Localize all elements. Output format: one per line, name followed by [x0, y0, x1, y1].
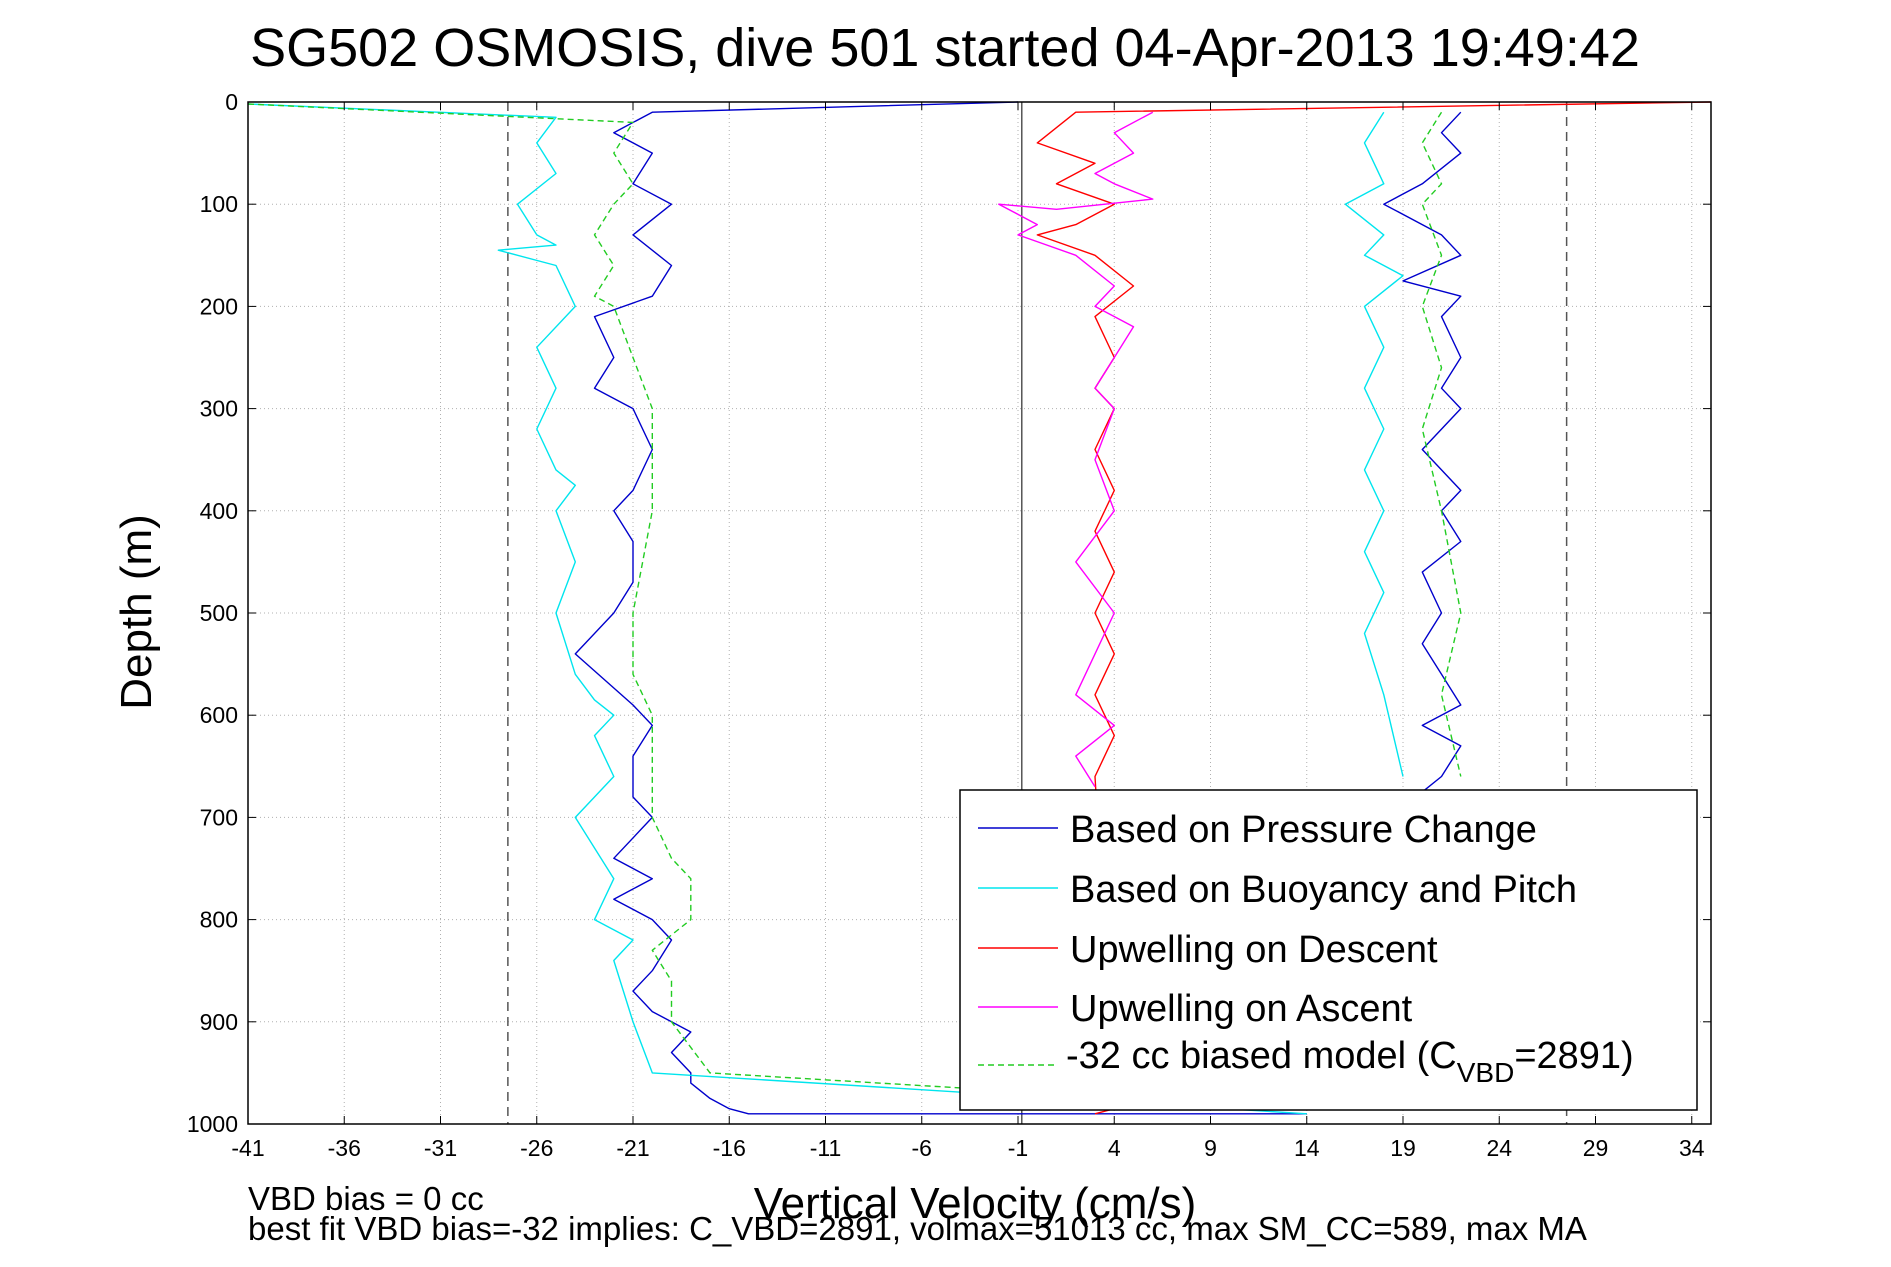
- x-tick-label: 14: [1294, 1135, 1320, 1161]
- series-line-based-on-buoyancy-and-pitch-0: [247, 103, 1307, 1115]
- y-axis-label: Depth (m): [112, 514, 161, 710]
- y-tick-label: 200: [200, 293, 238, 319]
- x-tick-label: -6: [912, 1135, 932, 1161]
- x-tick-label: -11: [810, 1135, 842, 1161]
- y-tick-label: 700: [200, 804, 238, 830]
- legend-label-biased-model: -32 cc biased model (CVBD=2891): [1066, 1035, 1634, 1088]
- legend-box: [959, 789, 1698, 1111]
- series-line-upwelling-on-ascent-0: [998, 111, 1154, 788]
- series-line-32-cc-biased-model-c-vbd-2891-0: [247, 103, 1307, 1110]
- x-tick-label: -16: [713, 1135, 746, 1161]
- legend-label-buoyancy-pitch: Based on Buoyancy and Pitch: [1070, 869, 1577, 911]
- x-tick-label: -31: [424, 1135, 457, 1161]
- y-tick-label: 900: [200, 1009, 238, 1035]
- series-line-32-cc-biased-model-c-vbd-2891-1: [1421, 111, 1462, 777]
- series-line-based-on-pressure-change-1: [1383, 111, 1462, 793]
- y-tick-label: 400: [200, 498, 238, 524]
- x-tick-label: 9: [1204, 1135, 1217, 1161]
- legend: Based on Pressure Change Based on Buoyan…: [959, 789, 1698, 1111]
- y-tick-label: 100: [200, 191, 238, 217]
- y-tick-label: 500: [200, 600, 238, 626]
- x-tick-label: -21: [616, 1135, 649, 1161]
- vbd-bias-note: VBD bias = 0 cc: [248, 1180, 484, 1217]
- legend-label-biased-model-main: -32 cc biased model (C: [1066, 1035, 1457, 1077]
- y-tick-label: 600: [200, 702, 238, 728]
- x-tick-label: -1: [1008, 1135, 1028, 1161]
- x-tick-label: 4: [1108, 1135, 1121, 1161]
- x-tick-label: 24: [1486, 1135, 1512, 1161]
- x-tick-label: 29: [1583, 1135, 1609, 1161]
- x-axis-label: Vertical Velocity (cm/s): [754, 1179, 1197, 1228]
- y-tick-label: 300: [200, 396, 238, 422]
- tick-layer: -41 -36 -31 -26 -21 -16 -11 -6 -1 4 9 14 19 24 29 34 0 10…: [187, 89, 1711, 1161]
- y-tick-label: 1000: [187, 1111, 238, 1137]
- x-tick-label: 34: [1679, 1135, 1705, 1161]
- y-tick-label: 800: [200, 907, 238, 933]
- best-fit-note: best fit VBD bias=-32 implies: C_VBD=289…: [248, 1210, 1587, 1247]
- chart-title: SG502 OSMOSIS, dive 501 started 04-Apr-2…: [250, 18, 1640, 78]
- legend-label-upwelling-descent: Upwelling on Descent: [1070, 929, 1438, 971]
- x-tick-label: 19: [1390, 1135, 1416, 1161]
- legend-label-biased-model-suffix: =2891): [1514, 1035, 1633, 1077]
- legend-label-biased-model-subscript: VBD: [1457, 1057, 1515, 1088]
- x-tick-label: -41: [231, 1135, 264, 1161]
- series-layer: [247, 101, 1712, 1115]
- x-tick-label: -26: [520, 1135, 553, 1161]
- series-line-based-on-buoyancy-and-pitch-1: [1344, 111, 1404, 777]
- x-tick-label: -36: [328, 1135, 361, 1161]
- y-tick-label: 0: [225, 89, 238, 115]
- legend-label-upwelling-ascent: Upwelling on Ascent: [1070, 988, 1413, 1030]
- legend-label-pressure-change: Based on Pressure Change: [1070, 809, 1537, 851]
